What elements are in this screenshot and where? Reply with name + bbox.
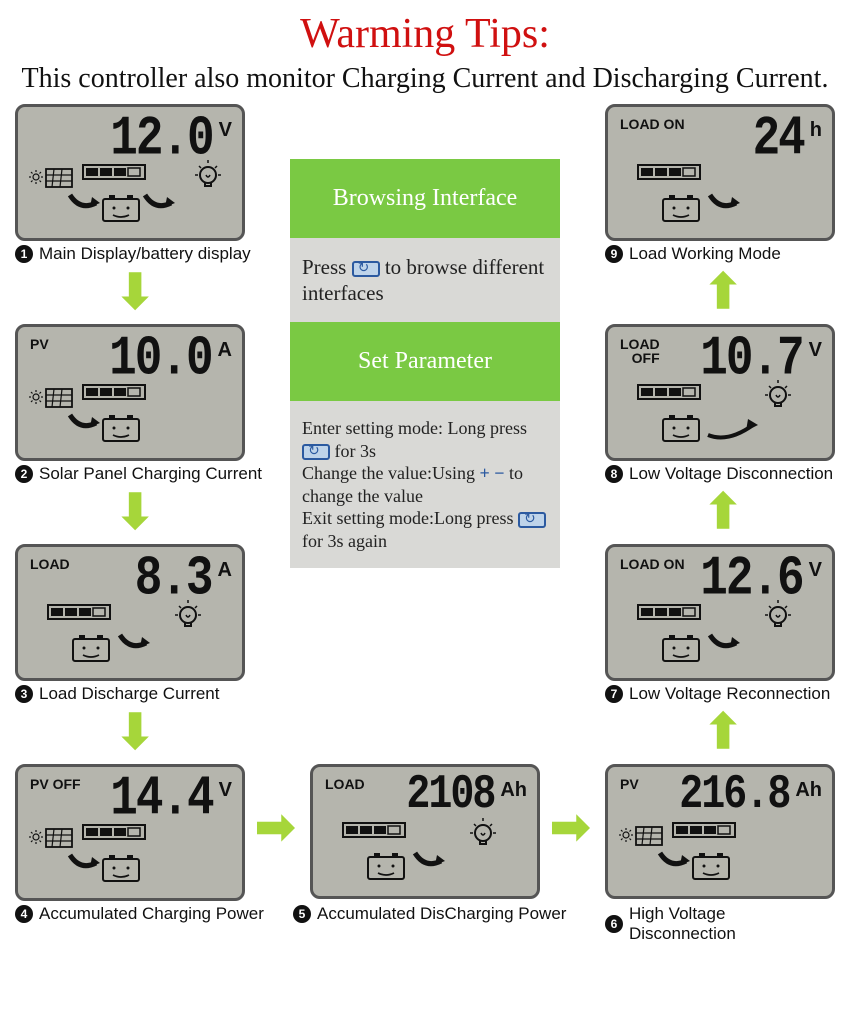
value-1: 12.0 (110, 107, 212, 169)
unit-2: A (218, 339, 232, 362)
badge-3: 3 (15, 685, 33, 703)
lcd-screen-7: LOAD ON 12.6 V (605, 544, 835, 681)
heading: Warming Tips: This controller also monit… (15, 10, 835, 96)
icons-bat-load-7 (618, 605, 828, 665)
value-5: 2108 (406, 768, 494, 822)
value-8: 10.7 (700, 327, 802, 389)
value-4: 14.4 (110, 767, 212, 829)
value-7: 12.6 (700, 547, 802, 609)
set-header: Set Parameter (290, 322, 560, 401)
lcd-screen-5: LOAD 2108 Ah (310, 764, 540, 899)
unit-8: V (809, 339, 822, 362)
status-2: PV (30, 337, 49, 352)
lcd-screen-4: PV OFF 14.4 V (15, 764, 245, 901)
status-4: PV OFF (30, 777, 81, 792)
badge-5: 5 (293, 905, 311, 923)
icons-pv-bat-6 (618, 823, 828, 883)
arrow-down-2: ⬇ (115, 489, 155, 537)
arrow-right-1: ➡ (255, 804, 295, 852)
caption-text-6: High Voltage Disconnection (629, 904, 835, 944)
caption-text-1: Main Display/battery display (39, 244, 251, 264)
status-8: LOAD OFF (620, 337, 660, 366)
cycle-icon-3 (518, 512, 546, 528)
badge-2: 2 (15, 465, 33, 483)
caption-text-7: Low Voltage Reconnection (629, 684, 830, 704)
unit-5: Ah (500, 779, 527, 802)
arrow-up-1: ⬆ (703, 709, 743, 757)
badge-7: 7 (605, 685, 623, 703)
arrow-down-1: ⬇ (115, 269, 155, 317)
plus-icon: + (479, 463, 489, 483)
unit-7: V (809, 559, 822, 582)
status-7: LOAD ON (620, 557, 685, 572)
icons-pv-bat-4 (28, 825, 238, 885)
lcd-screen-3: LOAD 8.3 A (15, 544, 245, 681)
caption-5: 5 Accumulated DisCharging Power (293, 904, 566, 924)
caption-4: 4 Accumulated Charging Power (15, 904, 264, 924)
badge-6: 6 (605, 915, 623, 933)
caption-3: 3 Load Discharge Current (15, 684, 219, 704)
badge-4: 4 (15, 905, 33, 923)
arrow-up-2: ⬆ (703, 489, 743, 537)
main-title: Warming Tips: (15, 10, 835, 58)
icons-bat-load (28, 605, 238, 665)
caption-8: 8 Low Voltage Disconnection (605, 464, 833, 484)
set-text: Enter setting mode: Long press for 3s Ch… (290, 401, 560, 568)
caption-6: 6 High Voltage Disconnection (605, 904, 835, 944)
status-6: PV (620, 777, 639, 792)
lcd-screen-1: 12.0 V (15, 104, 245, 241)
status-3: LOAD (30, 557, 70, 572)
badge-1: 1 (15, 245, 33, 263)
caption-2: 2 Solar Panel Charging Current (15, 464, 262, 484)
icons-bat-load-9 (618, 165, 828, 225)
icons-bat-load-5 (323, 823, 533, 883)
caption-text-9: Load Working Mode (629, 244, 781, 264)
lcd-screen-6: PV 216.8 Ah (605, 764, 835, 899)
lcd-screen-2: PV 10.0 A (15, 324, 245, 461)
icons-pv-bat (28, 385, 238, 445)
caption-text-8: Low Voltage Disconnection (629, 464, 833, 484)
caption-text-3: Load Discharge Current (39, 684, 219, 704)
minus-icon: − (494, 463, 504, 483)
caption-9: 9 Load Working Mode (605, 244, 781, 264)
browse-text: Press to browse different interfaces (290, 238, 560, 323)
unit-3: A (218, 559, 232, 582)
icons-pv-bat-load (28, 165, 238, 225)
icons-bat-load-off (618, 385, 828, 445)
unit-4: V (219, 779, 232, 802)
diagram-layout: 12.0 V 1 Main Display/battery display PV… (15, 104, 835, 1024)
caption-text-4: Accumulated Charging Power (39, 904, 264, 924)
unit-9: h (810, 119, 822, 142)
arrow-down-3: ⬇ (115, 709, 155, 757)
instruction-panel: Browsing Interface Press to browse diffe… (290, 159, 560, 569)
browse-header: Browsing Interface (290, 159, 560, 238)
caption-text-5: Accumulated DisCharging Power (317, 904, 566, 924)
arrow-right-2: ➡ (550, 804, 590, 852)
arrow-up-3: ⬆ (703, 269, 743, 317)
lcd-screen-9: LOAD ON 24 h (605, 104, 835, 241)
value-9: 24 (753, 107, 804, 169)
caption-1: 1 Main Display/battery display (15, 244, 251, 264)
lcd-screen-8: LOAD OFF 10.7 V (605, 324, 835, 461)
cycle-icon-2 (302, 444, 330, 460)
badge-9: 9 (605, 245, 623, 263)
subtitle: This controller also monitor Charging Cu… (15, 62, 835, 96)
unit-6: Ah (795, 779, 822, 802)
status-9: LOAD ON (620, 117, 685, 132)
caption-7: 7 Low Voltage Reconnection (605, 684, 830, 704)
unit-1: V (219, 119, 232, 142)
caption-text-2: Solar Panel Charging Current (39, 464, 262, 484)
value-6: 216.8 (679, 768, 789, 822)
value-2: 10.0 (109, 327, 211, 389)
value-3: 8.3 (135, 547, 212, 609)
badge-8: 8 (605, 465, 623, 483)
status-5: LOAD (325, 777, 365, 792)
cycle-icon (352, 261, 380, 277)
